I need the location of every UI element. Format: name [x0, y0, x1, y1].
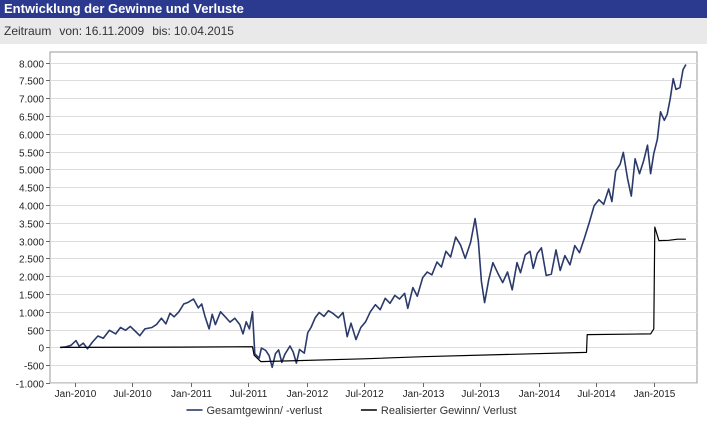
x-tick-label: Jan-2011	[171, 389, 212, 400]
legend-label: Realisierter Gewinn/ Verlust	[381, 405, 517, 417]
chart-title-bar: Entwicklung der Gewinne und Verluste	[0, 0, 707, 18]
x-tick-label: Jan-2012	[287, 389, 329, 400]
y-tick-label: 1.500	[19, 291, 44, 302]
period-bar: Zeitraum von: 16.11.2009 bis: 10.04.2015	[0, 18, 707, 44]
period-from-value: 16.11.2009	[85, 24, 145, 38]
y-tick-label: 4.000	[19, 202, 44, 213]
y-tick-label: 3.000	[19, 238, 44, 249]
y-tick-label: 5.500	[19, 149, 44, 160]
y-tick-label: 1.000	[19, 309, 44, 320]
x-tick-label: Jan-2013	[403, 389, 445, 400]
y-tick-label: 500	[27, 327, 44, 338]
x-tick-label: Jul-2013	[461, 389, 500, 400]
y-tick-label: 3.500	[19, 220, 44, 231]
y-tick-label: 5.000	[19, 166, 44, 177]
y-tick-label: 7.000	[19, 95, 44, 106]
x-axis: Jan-2010 Jul-2010 Jan-2011 Jul-2011 Jan-2012…	[55, 383, 676, 400]
x-tick-label: Jul-2010	[113, 389, 152, 400]
period-label: Zeitraum	[4, 24, 52, 38]
chart-frame: -1.000 -500 0 500 1.000 1.500 2.000 2.500 3.000 3…	[0, 44, 707, 426]
y-axis: -1.000 -500 0 500 1.000 1.500 2.000 2.500 3.000 3…	[16, 60, 50, 391]
x-tick-label: Jan-2015	[634, 389, 676, 400]
chart-legend: Gesamtgewinn/ -verlust Realisierter Gewin…	[186, 405, 517, 417]
x-tick-label: Jan-2014	[519, 389, 561, 400]
y-tick-label: 0	[38, 344, 44, 355]
x-tick-label: Jul-2012	[345, 389, 384, 400]
y-tick-label: 2.500	[19, 255, 44, 266]
series-line-gesamtgewinn	[60, 64, 687, 369]
period-to-value: 10.04.2015	[173, 24, 234, 38]
y-tick-label: -500	[24, 362, 44, 373]
plot-frame	[49, 51, 698, 384]
y-tick-label: 4.500	[19, 184, 44, 195]
y-tick-label: -1.000	[16, 380, 45, 391]
x-tick-label: Jul-2011	[230, 389, 268, 400]
y-tick-label: 6.000	[19, 131, 44, 142]
y-tick-label: 2.000	[19, 273, 44, 284]
series-line-realisiert	[60, 226, 686, 363]
line-chart: -1.000 -500 0 500 1.000 1.500 2.000 2.500 3.000 3…	[16, 51, 698, 417]
chart-grid	[49, 51, 698, 384]
x-tick-label: Jan-2010	[55, 389, 97, 400]
period-to-label: bis:	[152, 24, 171, 38]
legend-label: Gesamtgewinn/ -verlust	[207, 405, 323, 417]
x-tick-label: Jul-2014	[577, 389, 616, 400]
page-title: Entwicklung der Gewinne und Verluste	[4, 1, 244, 16]
y-tick-label: 7.500	[19, 77, 44, 88]
y-tick-label: 8.000	[19, 60, 44, 71]
y-tick-label: 6.500	[19, 113, 44, 124]
chart-series	[60, 64, 687, 369]
period-from-label: von:	[59, 24, 83, 38]
